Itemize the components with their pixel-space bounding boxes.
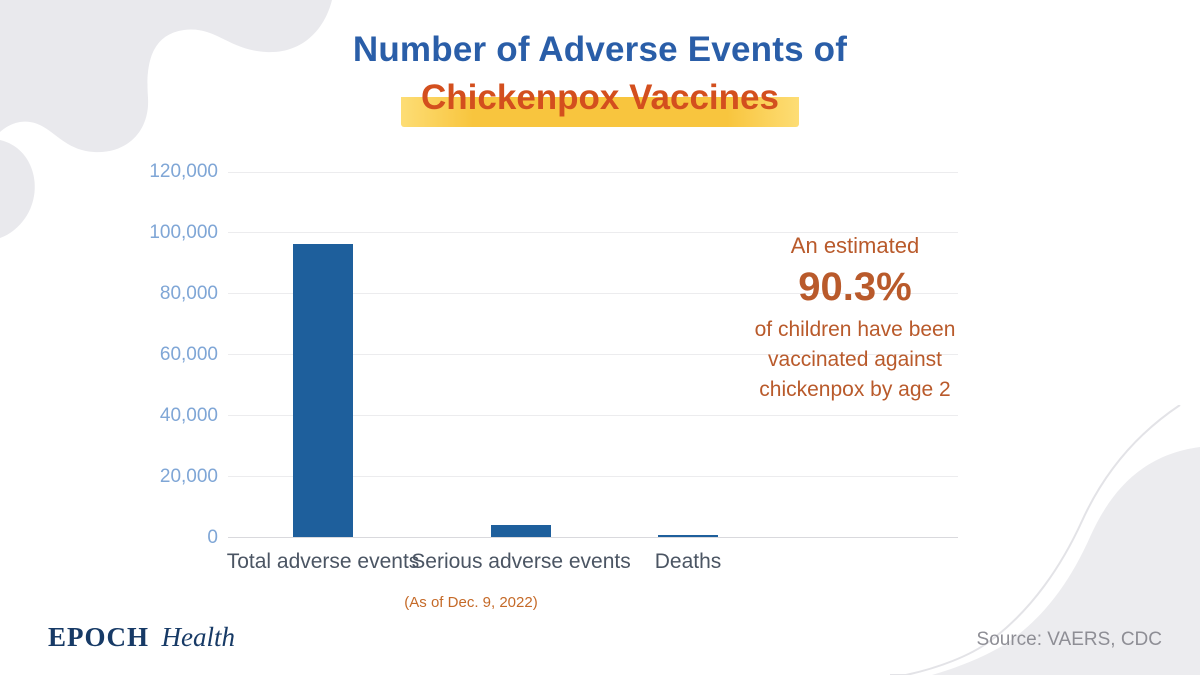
annotation-line-3: vaccinated against (768, 348, 942, 372)
x-axis-label: Deaths (654, 550, 722, 573)
source-credit: Source: VAERS, CDC (976, 629, 1162, 650)
gridline (228, 476, 958, 477)
y-tick-label: 20,000 (159, 466, 218, 487)
gridline (228, 537, 958, 538)
plot-area (228, 172, 958, 538)
y-tick-label: 80,000 (159, 283, 218, 304)
y-tick-label: 0 (207, 527, 218, 548)
epoch-health-logo: EPOCH Health (48, 622, 235, 653)
chart-title: Number of Adverse Events of Chickenpox V… (0, 30, 1200, 127)
bar-total-adverse-events (293, 244, 353, 537)
y-tick-label: 60,000 (159, 344, 218, 365)
gridline (228, 232, 958, 233)
bar-deaths (658, 535, 718, 537)
x-axis-label: Serious adverse events (411, 550, 631, 573)
x-axis-label: Total adverse events (226, 550, 420, 573)
y-axis-labels: 0 20,000 40,000 60,000 80,000 100,000 120,000 (148, 161, 228, 548)
gridline (228, 415, 958, 416)
chart-footnote: (As of Dec. 9, 2022) (404, 594, 538, 611)
title-line-2-highlighted: Chickenpox Vaccines (401, 78, 799, 127)
gridline (228, 172, 958, 173)
y-tick-label: 120,000 (149, 161, 218, 182)
vaccination-rate-annotation: An estimated 90.3% of children have been… (735, 230, 975, 405)
annotation-line-2: of children have been (754, 318, 956, 342)
gridline (228, 293, 958, 294)
gridline (228, 354, 958, 355)
annotation-line-1: An estimated (790, 233, 920, 258)
annotation-value: 90.3% (798, 265, 912, 310)
title-line-1: Number of Adverse Events of (352, 30, 848, 69)
brand-epoch: EPOCH (48, 622, 150, 652)
annotation-line-4: chickenpox by age 2 (759, 377, 951, 401)
bar-chart: 0 20,000 40,000 60,000 80,000 100,000 120,000 … (148, 161, 968, 612)
bar-serious-adverse-events (491, 525, 551, 537)
brand-health: Health (161, 622, 235, 652)
y-tick-label: 100,000 (149, 222, 218, 243)
y-tick-label: 40,000 (159, 405, 218, 426)
x-axis-labels: Total adverse events Serious adverse even… (226, 550, 958, 580)
